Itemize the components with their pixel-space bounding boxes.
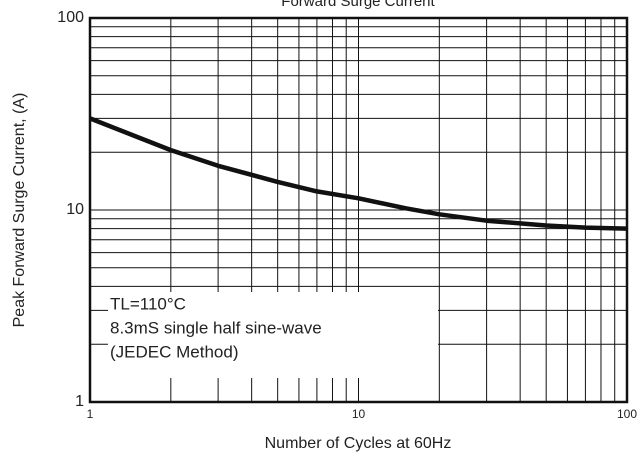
annotation: 8.3mS single half sine-wave [110,318,322,337]
y-tick-label: 100 [57,9,84,26]
x-tick-label: 1 [87,407,94,421]
annotation: TL=110°C [110,294,186,313]
plot-frame [88,16,629,404]
x-axis-label: Number of Cycles at 60Hz [265,435,452,452]
y-tick-label: 10 [66,201,84,218]
y-axis-label: Peak Forward Surge Current, (A) [11,93,28,328]
annotation-box [108,292,438,378]
y-tick-label: 1 [75,393,84,410]
chart-title: Forward Surge Current [281,0,435,10]
data-line [89,116,628,231]
x-tick-label: 10 [352,407,366,421]
x-tick-label: 100 [617,407,637,421]
annotation: (JEDEC Method) [110,342,238,361]
